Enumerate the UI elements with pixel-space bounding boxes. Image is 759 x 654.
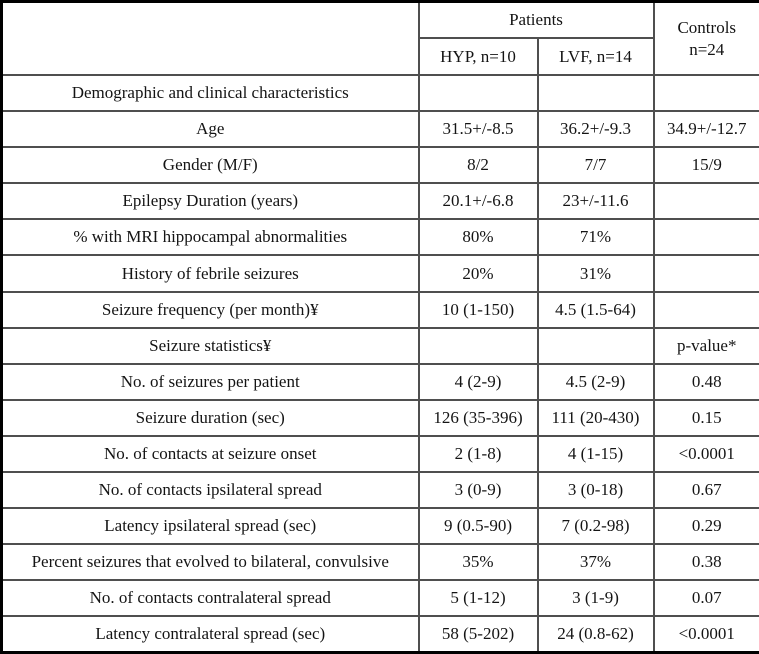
row-label: No. of seizures per patient [0,362,420,401]
table-row: % with MRI hippocampal abnormalities 80%… [0,218,759,257]
table-row: Gender (M/F) 8/2 7/7 15/9 [0,146,759,185]
controls-value: 0.48 [652,362,759,401]
hyp-value: 126 (35-396) [417,398,539,437]
controls-value: 0.15 [652,398,759,437]
lvf-value: 37% [536,543,655,582]
hyp-value: 35% [417,543,539,582]
row-label: Latency ipsilateral spread (sec) [0,507,420,546]
hyp-value: 2 (1-8) [417,434,539,474]
hyp-value: 3 (0-9) [417,471,539,510]
hyp-value: 10 (1-150) [417,290,539,329]
row-label: Age [0,110,420,149]
hyp-value: 20% [417,254,539,293]
table-row: No. of seizures per patient 4 (2-9) 4.5 … [0,362,759,401]
controls-value: 0.07 [652,579,759,618]
row-label: History of febrile seizures [0,254,420,293]
controls-value [652,254,759,293]
lvf-value: 71% [536,218,655,257]
row-label: Seizure duration (sec) [0,398,420,437]
row-label: % with MRI hippocampal abnormalities [0,218,420,257]
lvf-value: 7/7 [536,146,655,185]
table-row: Demographic and clinical characteristics [0,73,759,113]
row-label: Percent seizures that evolved to bilater… [0,543,420,582]
row-label: Gender (M/F) [0,146,420,185]
hyp-value: 5 (1-12) [417,579,539,618]
lvf-value: 3 (1-9) [536,579,655,618]
table-row: Seizure duration (sec) 126 (35-396) 111 … [0,398,759,437]
hyp-value: 31.5+/-8.5 [417,110,539,149]
table-row: No. of contacts ipsilateral spread 3 (0-… [0,471,759,510]
controls-value: 15/9 [652,146,759,185]
lvf-value [536,326,655,365]
table-row: History of febrile seizures 20% 31% [0,254,759,293]
controls-value [652,218,759,257]
controls-value: 0.38 [652,543,759,582]
patients-group-header: Patients [417,0,655,39]
lvf-value: 23+/-11.6 [536,182,655,221]
controls-value: 0.67 [652,471,759,510]
controls-value: 34.9+/-12.7 [652,110,759,149]
controls-value [652,290,759,329]
controls-header-line2: n=24 [689,39,725,59]
table-row: Latency ipsilateral spread (sec) 9 (0.5-… [0,507,759,546]
corner-empty-cell [0,0,420,76]
controls-value: p-value* [652,326,759,365]
hyp-value: 9 (0.5-90) [417,507,539,546]
row-label: Seizure statistics¥ [0,326,420,365]
lvf-value [536,73,655,113]
table-row: Age 31.5+/-8.5 36.2+/-9.3 34.9+/-12.7 [0,110,759,149]
row-label: Demographic and clinical characteristics [0,73,420,113]
controls-value [652,73,759,113]
row-label: No. of contacts at seizure onset [0,434,420,474]
table-row: No. of contacts at seizure onset 2 (1-8)… [0,434,759,474]
hyp-column-header: HYP, n=10 [417,37,539,76]
table-row: Percent seizures that evolved to bilater… [0,543,759,582]
controls-column-header: Controls n=24 [652,0,759,76]
hyp-value [417,73,539,113]
row-label: No. of contacts ipsilateral spread [0,471,420,510]
table-row: No. of contacts contralateral spread 5 (… [0,579,759,618]
controls-value: <0.0001 [652,615,759,654]
hyp-value: 8/2 [417,146,539,185]
lvf-value: 4 (1-15) [536,434,655,474]
controls-value: 0.29 [652,507,759,546]
lvf-column-header: LVF, n=14 [536,37,655,76]
table-row: Latency contralateral spread (sec) 58 (5… [0,615,759,654]
lvf-value: 24 (0.8-62) [536,615,655,654]
controls-header-line1: Controls [677,17,737,37]
row-label: No. of contacts contralateral spread [0,579,420,618]
hyp-value: 20.1+/-6.8 [417,182,539,221]
lvf-value: 36.2+/-9.3 [536,110,655,149]
header-row-patients: Patients Controls n=24 [0,0,759,76]
hyp-value: 4 (2-9) [417,362,539,401]
hyp-value [417,326,539,365]
row-label: Epilepsy Duration (years) [0,182,420,221]
table-row: Seizure frequency (per month)¥ 10 (1-150… [0,290,759,329]
row-label: Latency contralateral spread (sec) [0,615,420,654]
hyp-value: 58 (5-202) [417,615,539,654]
controls-value [652,182,759,221]
controls-value: <0.0001 [652,434,759,474]
table-row: Seizure statistics¥ p-value* [0,326,759,365]
lvf-value: 3 (0-18) [536,471,655,510]
row-label: Seizure frequency (per month)¥ [0,290,420,329]
lvf-value: 31% [536,254,655,293]
hyp-value: 80% [417,218,539,257]
lvf-value: 4.5 (2-9) [536,362,655,401]
lvf-value: 7 (0.2-98) [536,507,655,546]
lvf-value: 111 (20-430) [536,398,655,437]
header-row-subgroups: HYP, n=10 LVF, n=14 [2,37,759,76]
table-row: Epilepsy Duration (years) 20.1+/-6.8 23+… [0,182,759,221]
lvf-value: 4.5 (1.5-64) [536,290,655,329]
